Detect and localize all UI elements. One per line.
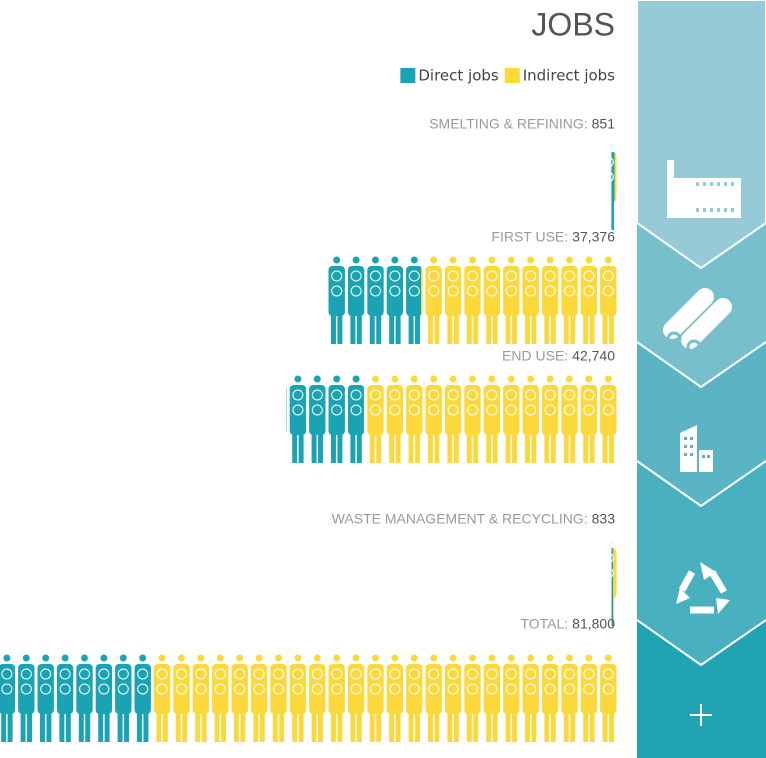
legend-label: Direct jobs	[418, 67, 499, 85]
icon-row	[327, 256, 618, 344]
icon-row	[611, 538, 618, 626]
category-label: SMELTING & REFINING:	[429, 116, 587, 132]
category-label: FIRST USE:	[491, 229, 568, 245]
segment	[327, 256, 422, 344]
stage	[637, 0, 766, 268]
legend-label: Indirect jobs	[523, 67, 615, 85]
icon-row	[0, 654, 618, 742]
legend-swatch	[504, 68, 520, 83]
segment	[613, 538, 618, 626]
segment	[614, 142, 618, 230]
building-icon	[680, 425, 713, 472]
value-label: 851	[592, 116, 616, 132]
segment	[611, 142, 615, 230]
segment	[153, 654, 618, 742]
category-label: TOTAL:	[520, 616, 568, 632]
recycle-icon	[676, 562, 730, 614]
category-label: END USE:	[502, 348, 568, 364]
stage-border	[636, 0, 766, 270]
value-label: 81,800	[572, 616, 615, 632]
legend: Indirect jobs Direct jobs	[400, 67, 615, 85]
factory-icon	[667, 160, 741, 218]
segment	[286, 375, 364, 463]
stage	[637, 342, 766, 506]
segment	[0, 654, 154, 742]
chart-title: JOBS	[531, 6, 615, 42]
sidebar	[636, 0, 766, 758]
pipes-icon	[663, 288, 732, 355]
stage-border	[636, 460, 766, 508]
stage-border	[636, 341, 766, 389]
category-label: WASTE MANAGEMENT & RECYCLING:	[332, 511, 588, 527]
plus-icon	[690, 704, 712, 726]
segment	[611, 538, 614, 626]
segment	[421, 256, 618, 344]
icon-row	[286, 375, 618, 463]
value-label: 42,740	[572, 348, 615, 364]
stage-border	[636, 619, 766, 667]
segment	[363, 375, 618, 463]
value-label: 833	[592, 511, 616, 527]
value-label: 37,376	[572, 229, 615, 245]
icon-row	[611, 142, 618, 230]
legend-swatch	[400, 68, 416, 83]
